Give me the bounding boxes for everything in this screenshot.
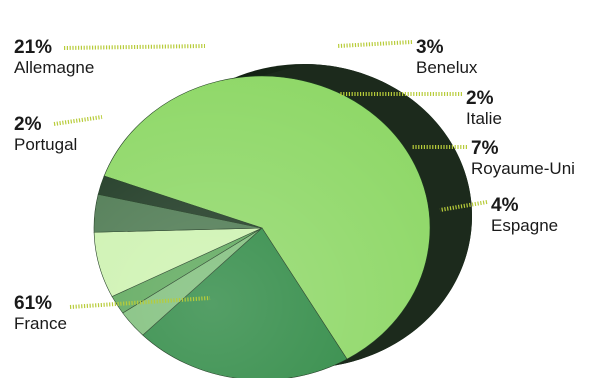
royaume-uni-name: Royaume-Uni [471,158,575,178]
royaume-uni-percent: 7% [471,138,499,159]
leader-line-benelux [337,40,413,48]
france-percent: 61% [14,293,53,314]
espagne-percent: 4% [491,195,519,216]
leader-line-allemagne [63,44,206,50]
leader-line-france [69,296,211,309]
benelux-name: Benelux [416,57,478,77]
pie-highlight [94,76,430,378]
allemagne-percent: 21% [14,37,53,58]
italie-percent: 2% [466,88,494,109]
benelux-percent: 3% [416,37,444,58]
label-portugal: 2% Portugal [14,114,78,155]
label-benelux: 3% Benelux [416,37,478,78]
label-france: 61% France [14,293,67,334]
pie-side-band [262,64,472,378]
label-italie: 2% Italie [466,88,502,129]
leader-line-espagne [439,200,488,212]
label-royaume-uni: 7% Royaume-Uni [471,138,575,179]
label-espagne: 4% Espagne [491,195,559,236]
portugal-percent: 2% [14,114,42,135]
label-allemagne: 21% Allemagne [14,37,95,78]
portugal-name: Portugal [14,134,78,154]
italie-name: Italie [466,108,502,128]
allemagne-name: Allemagne [14,57,95,77]
france-name: France [14,313,67,333]
espagne-name: Espagne [491,215,559,235]
